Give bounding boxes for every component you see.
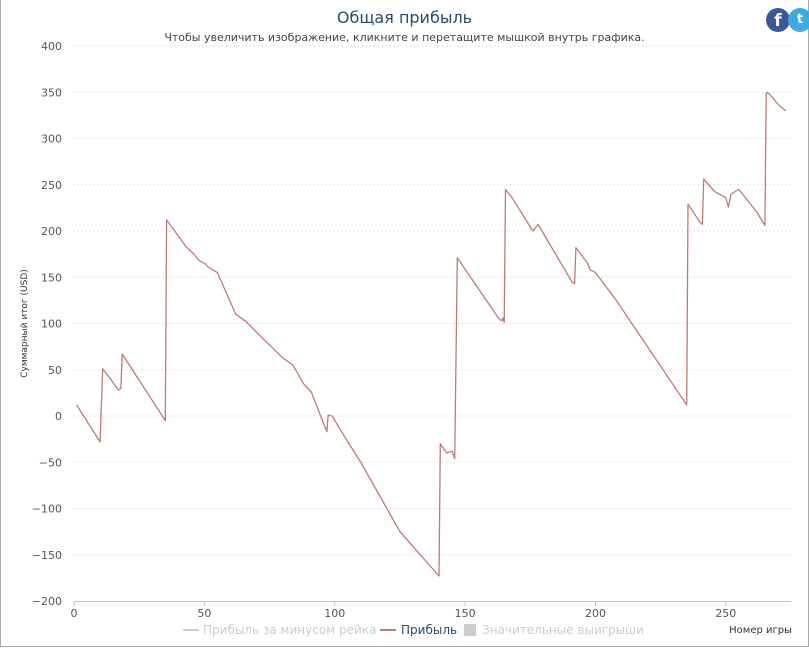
y-tick-label: 200 [41,225,62,238]
x-axis-ticks: 0 50 100 150 200 250 [71,601,736,620]
y-axis-ticks: −200 −150 −100 −50 0 50 100 150 200 250 300 350 400 [32,40,62,608]
y-tick-label: 300 [41,133,62,146]
y-tick-label: −50 [39,456,62,469]
legend-symbol-big-wins[interactable] [464,624,476,636]
x-tick-label: 150 [455,607,476,620]
x-tick-label: 50 [197,607,211,620]
x-tick-label: 250 [715,607,736,620]
x-axis-label: Номер игры [729,625,792,636]
x-tick-label: 200 [585,607,606,620]
legend-item-profit[interactable]: Прибыль [401,623,457,637]
y-tick-label: −150 [32,549,62,562]
series-profit [76,91,787,577]
y-axis-label: Суммарный итог (USD) [20,269,30,378]
y-tick-label: 100 [41,318,62,331]
y-tick-label: 400 [41,40,62,53]
y-tick-label: 0 [55,410,62,423]
x-tick-label: 0 [71,607,78,620]
y-tick-label: 50 [48,364,62,377]
grid-lines [74,45,791,556]
twitter-icon[interactable]: t [788,8,809,32]
facebook-icon[interactable]: f [766,8,790,32]
chart-title: Общая прибыль [336,8,473,27]
x-tick-label: 100 [324,607,345,620]
y-tick-label: −100 [32,503,62,516]
y-tick-label: 250 [41,179,62,192]
y-tick-label: 150 [41,271,62,284]
social-buttons: f t [766,8,809,34]
y-tick-label: −200 [32,595,62,608]
y-tick-label: 350 [41,86,62,99]
chart-subtitle: Чтобы увеличить изображение, кликните и … [164,31,645,44]
series-line-profit[interactable] [76,91,787,577]
legend: Прибыль за минусом рейка Прибыль Значитель… [183,623,644,637]
legend-item-big-wins[interactable]: Значительные выигрыши [482,623,644,637]
legend-item-net-profit[interactable]: Прибыль за минусом рейка [203,623,376,637]
